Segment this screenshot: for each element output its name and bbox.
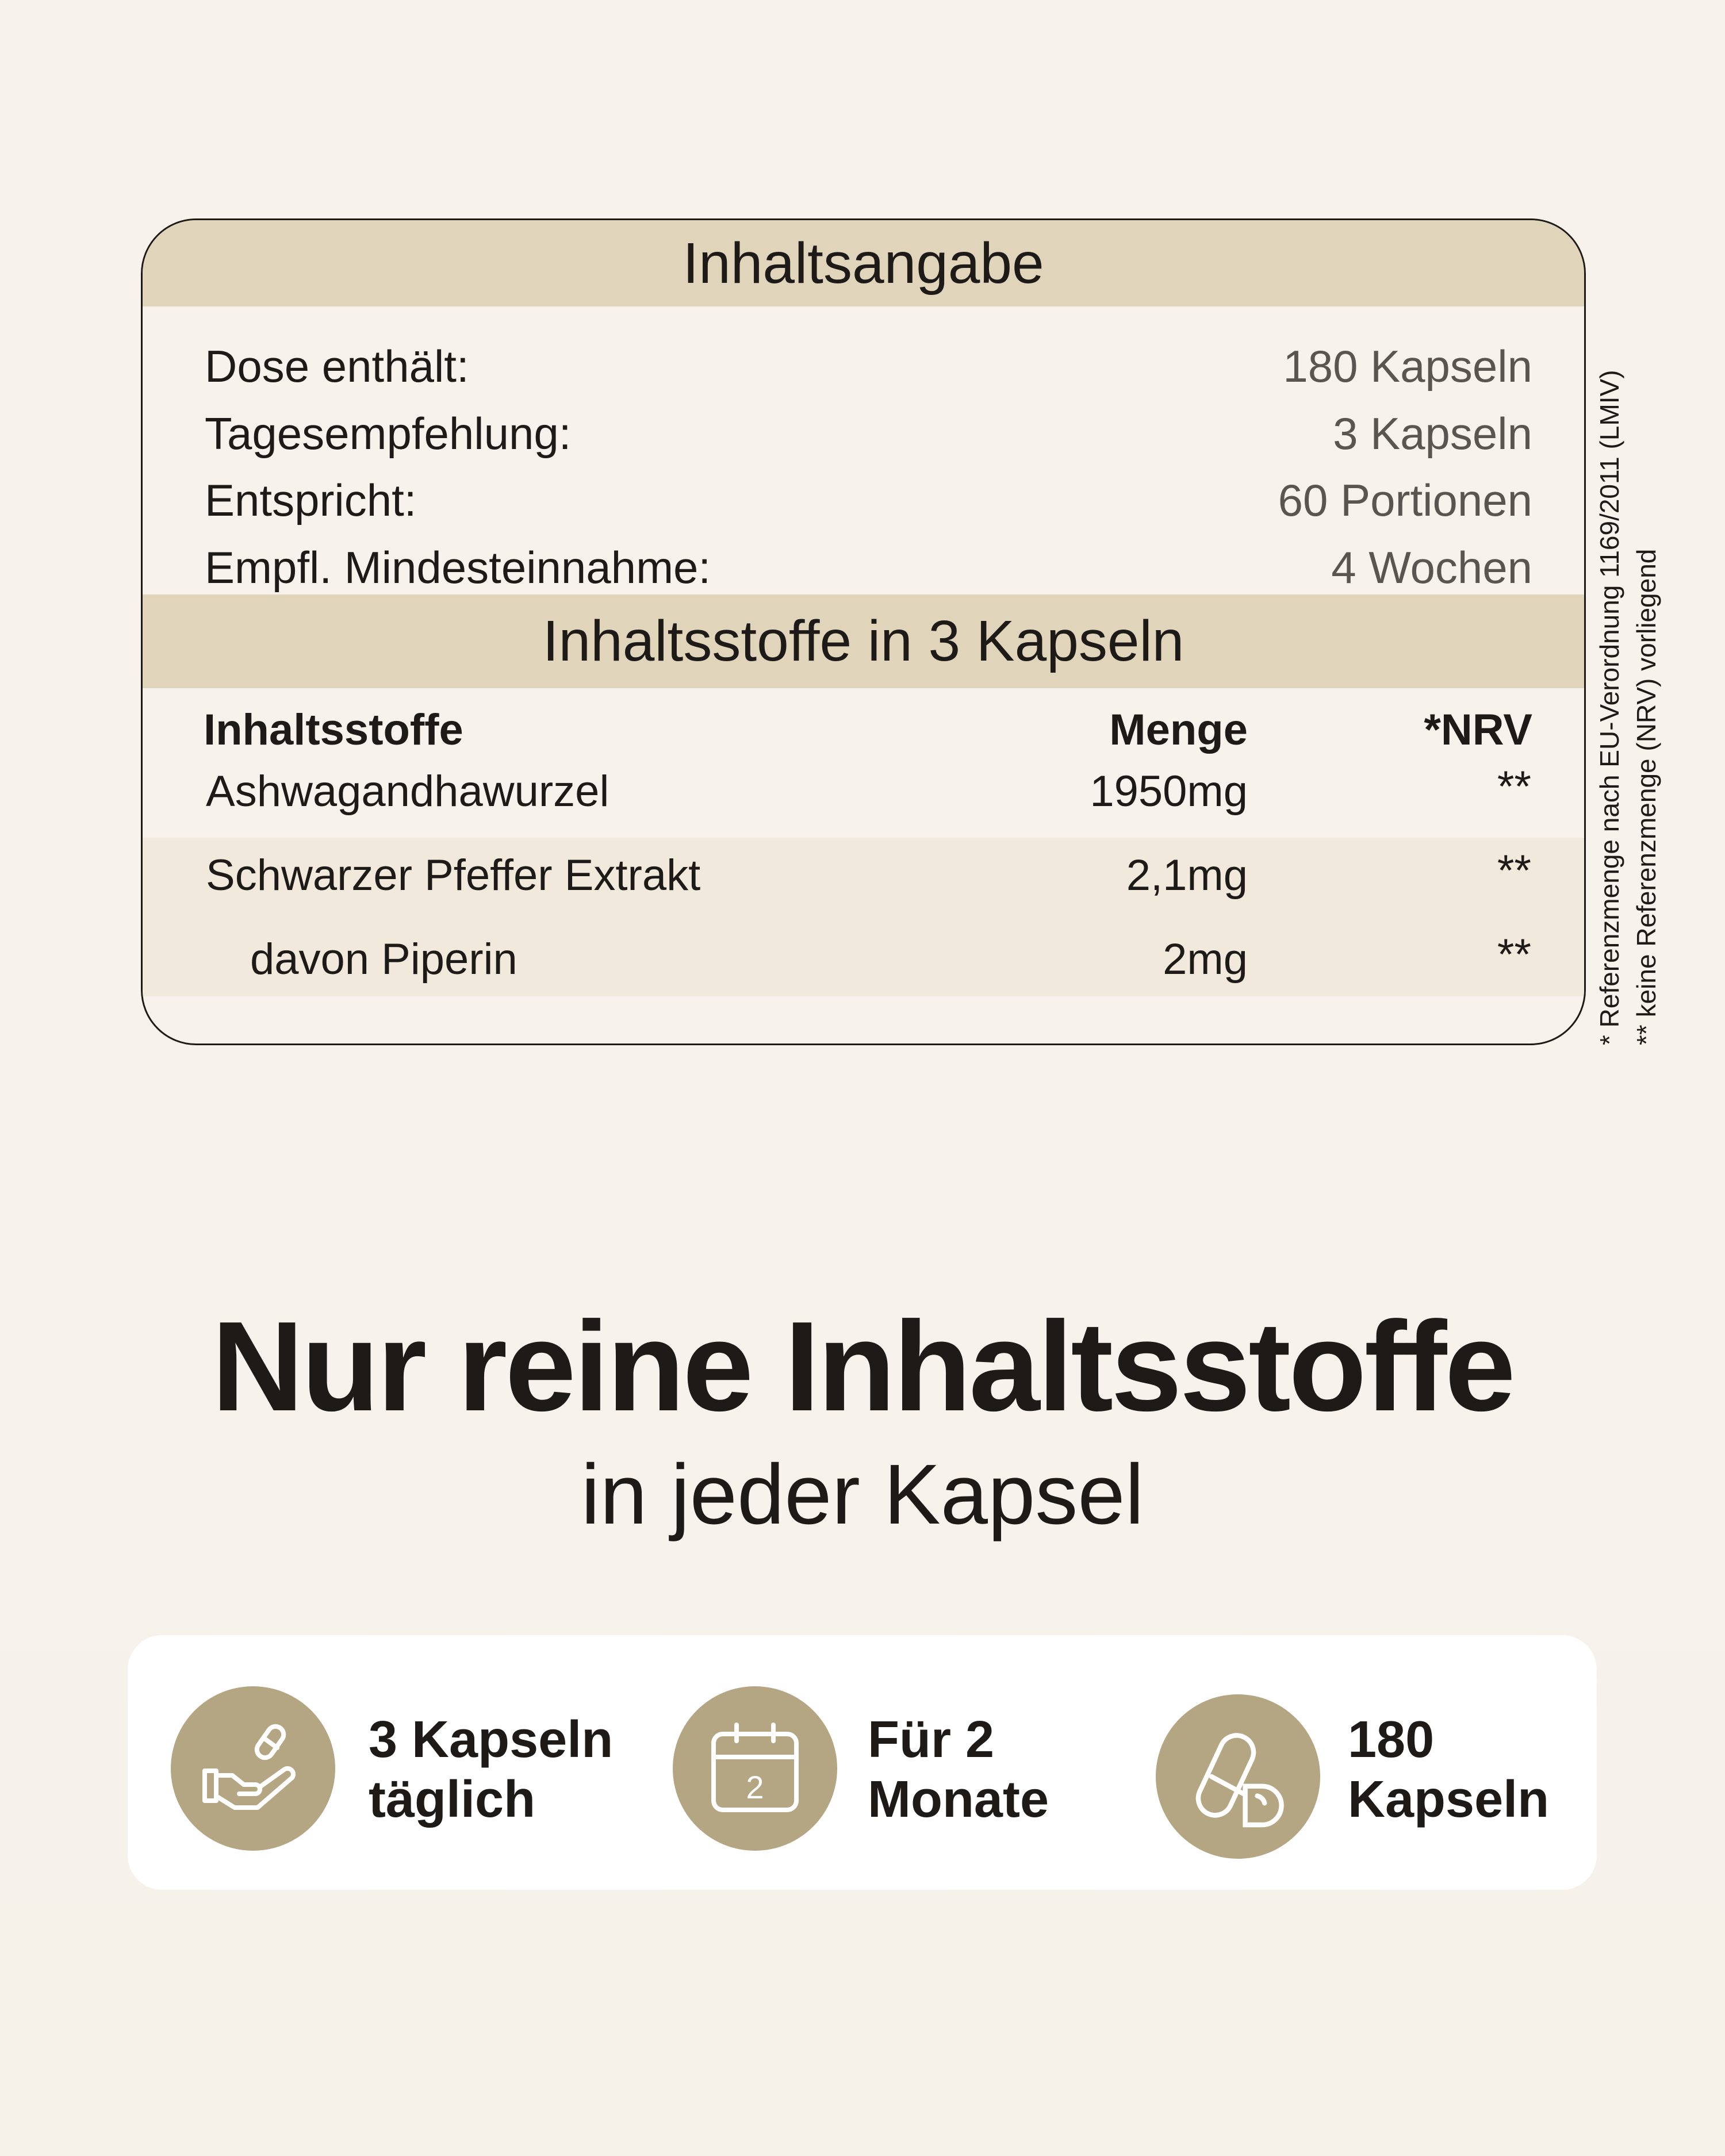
feature-card bbox=[128, 1635, 1597, 1890]
row-value: 3 Kapseln bbox=[1333, 408, 1532, 459]
row-value: 180 Kapseln bbox=[1283, 341, 1532, 392]
summary-title: Inhaltsangabe bbox=[143, 220, 1584, 306]
ingredient-name: davon Piperin bbox=[250, 935, 518, 984]
ingredient-amount: 2,1mg bbox=[1126, 851, 1248, 900]
summary-row: Entspricht: 60 Portionen bbox=[205, 467, 1532, 534]
capsules-icon bbox=[1156, 1694, 1320, 1859]
ingredient-amount: 2mg bbox=[1163, 935, 1248, 984]
footnote-nrv: * Referenzmenge nach EU-Verordnung 1169/… bbox=[1594, 370, 1624, 1045]
summary-row: Tagesempfehlung: 3 Kapseln bbox=[205, 400, 1532, 467]
row-label: Dose enthält: bbox=[205, 341, 469, 392]
row-label: Tagesempfehlung: bbox=[205, 408, 572, 459]
row-label: Empfl. Mindesteinnahme: bbox=[205, 542, 711, 593]
feature-text: 3 Kapseln täglich bbox=[369, 1710, 613, 1829]
ingredient-nrv: ** bbox=[1497, 930, 1531, 979]
shaded-rows bbox=[143, 838, 1584, 996]
header-amount: Menge bbox=[1109, 705, 1248, 754]
summary-row: Empfl. Mindesteinnahme: 4 Wochen bbox=[205, 534, 1532, 601]
feature-line2: Monate bbox=[868, 1771, 1049, 1828]
feature-text: 180 Kapseln bbox=[1348, 1710, 1549, 1829]
feature-line2: täglich bbox=[369, 1771, 536, 1828]
nutrition-table: Inhaltsangabe Dose enthält: 180 Kapseln T… bbox=[141, 218, 1586, 1045]
feature-line1: 3 Kapseln bbox=[369, 1711, 614, 1768]
ingredients-title: Inhaltsstoffe in 3 Kapseln bbox=[143, 594, 1584, 688]
ingredient-name: Schwarzer Pfeffer Extrakt bbox=[206, 851, 701, 900]
header-ingredient: Inhaltsstoffe bbox=[204, 705, 463, 754]
ingredient-nrv: ** bbox=[1497, 762, 1531, 811]
headline: Nur reine Inhaltsstoffe bbox=[211, 1295, 1516, 1438]
ingredient-nrv: ** bbox=[1497, 846, 1531, 895]
subline: in jeder Kapsel bbox=[581, 1447, 1144, 1542]
feature-line1: 180 bbox=[1348, 1711, 1435, 1768]
header-nrv: *NRV bbox=[1424, 705, 1532, 754]
row-value: 4 Wochen bbox=[1331, 542, 1532, 593]
hand-capsule-icon bbox=[171, 1686, 335, 1851]
ingredient-name: Ashwagandhawurzel bbox=[206, 767, 610, 816]
row-value: 60 Portionen bbox=[1278, 475, 1532, 525]
feature-line1: Für 2 bbox=[868, 1711, 995, 1768]
feature-line2: Kapseln bbox=[1348, 1771, 1550, 1828]
calendar-icon: 2 bbox=[673, 1686, 837, 1851]
footnote-no-reference: ** keine Referenzmenge (NRV) vorliegend bbox=[1631, 548, 1661, 1045]
svg-text:2: 2 bbox=[746, 1769, 764, 1805]
summary-row: Dose enthält: 180 Kapseln bbox=[205, 333, 1532, 400]
ingredient-amount: 1950mg bbox=[1090, 767, 1248, 816]
feature-text: Für 2 Monate bbox=[868, 1710, 1049, 1829]
row-label: Entspricht: bbox=[205, 475, 417, 525]
